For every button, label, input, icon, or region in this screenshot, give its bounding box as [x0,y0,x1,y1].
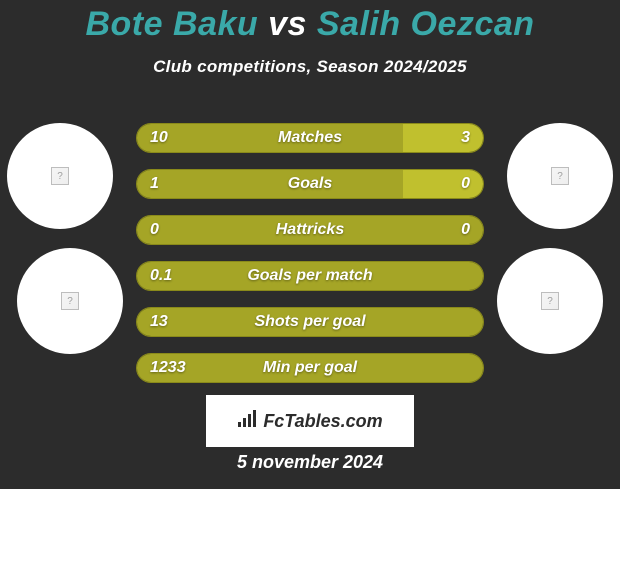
image-placeholder-icon: ? [551,167,569,185]
stat-row: Matches103 [136,123,484,153]
stat-bar-track [136,307,484,337]
avatar-player-a: ? [7,123,113,229]
avatar-club-a: ? [17,248,123,354]
image-placeholder-icon: ? [61,292,79,310]
stat-row: Shots per goal13 [136,307,484,337]
avatar-player-b: ? [507,123,613,229]
stat-bar-left [137,216,483,244]
date-stamp: 5 november 2024 [0,452,620,473]
comparison-card: Bote Baku vs Salih Oezcan Club competiti… [0,0,620,489]
stat-bar-left [137,170,403,198]
stat-bar-left [137,262,483,290]
stat-row: Goals per match0.1 [136,261,484,291]
stat-bars: Matches103 Goals10 Hattricks00 Goals per ma… [136,123,484,399]
avatar-club-b: ? [497,248,603,354]
stat-row: Goals10 [136,169,484,199]
watermark-text: FcTables.com [263,411,382,432]
stat-bar-left [137,308,483,336]
stat-bar-track [136,261,484,291]
stat-bar-track [136,353,484,383]
stat-bar-right [403,124,483,152]
subtitle: Club competitions, Season 2024/2025 [0,57,620,77]
stat-bar-track [136,215,484,245]
image-placeholder-icon: ? [51,167,69,185]
title-vs: vs [268,5,307,43]
stat-bar-track [136,169,484,199]
image-placeholder-icon: ? [541,292,559,310]
stat-bar-left [137,354,483,382]
title-player-a: Bote Baku [85,5,258,43]
stat-bar-right [403,170,483,198]
watermark: FcTables.com [206,395,414,447]
stat-row: Hattricks00 [136,215,484,245]
stat-row: Min per goal1233 [136,353,484,383]
stat-bar-left [137,124,403,152]
signal-icon [237,410,257,433]
page-title: Bote Baku vs Salih Oezcan [0,0,620,45]
title-player-b: Salih Oezcan [317,5,535,43]
stat-bar-track [136,123,484,153]
